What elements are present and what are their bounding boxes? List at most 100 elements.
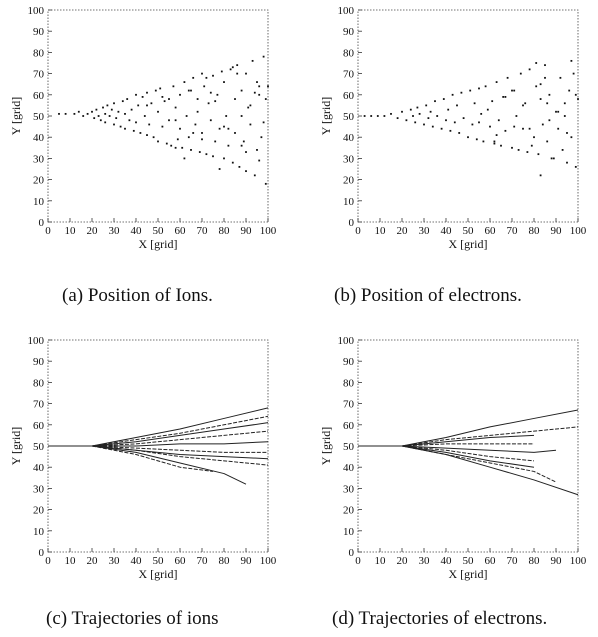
- data-point: [168, 119, 170, 122]
- y-tick-label: 70: [343, 69, 355, 81]
- data-point: [445, 119, 447, 122]
- data-point: [546, 102, 549, 105]
- data-point: [168, 98, 170, 100]
- data-point: [102, 106, 104, 109]
- data-point: [253, 91, 256, 94]
- data-point: [231, 161, 234, 164]
- trajectory-line: [358, 409, 579, 447]
- y-tick-label: 20: [33, 505, 45, 517]
- data-point: [187, 136, 190, 139]
- trajectory-line: [48, 445, 268, 453]
- y-tick-label: 60: [343, 90, 355, 102]
- y-axis-label: Y [grid]: [9, 427, 23, 466]
- y-tick-label: 40: [33, 462, 45, 474]
- data-point: [453, 121, 456, 124]
- data-point: [231, 66, 234, 69]
- data-point: [495, 134, 498, 136]
- x-tick-label: 50: [153, 555, 165, 567]
- data-point: [216, 93, 219, 96]
- data-point: [511, 89, 513, 92]
- x-tick-label: 0: [45, 225, 51, 237]
- data-point: [201, 72, 203, 75]
- data-point: [146, 134, 148, 136]
- x-tick-label: 0: [355, 555, 361, 567]
- x-tick-label: 90: [551, 555, 563, 567]
- data-point: [262, 121, 265, 124]
- x-tick-label: 0: [355, 225, 361, 237]
- x-tick-label: 10: [65, 225, 77, 237]
- data-point: [535, 62, 538, 64]
- data-point: [174, 106, 177, 109]
- data-point: [517, 149, 520, 151]
- x-tick-label: 10: [65, 555, 77, 567]
- data-point: [245, 151, 247, 153]
- data-point: [249, 104, 252, 107]
- data-point: [546, 140, 549, 143]
- data-point: [568, 89, 571, 92]
- y-tick-label: 90: [33, 26, 45, 38]
- x-tick-label: 50: [463, 555, 475, 567]
- x-tick-label: 30: [419, 225, 431, 237]
- x-tick-label: 10: [375, 555, 387, 567]
- data-point: [209, 91, 212, 94]
- x-tick-label: 50: [153, 225, 165, 237]
- data-point: [113, 102, 115, 105]
- data-point: [486, 108, 489, 111]
- x-tick-label: 80: [219, 225, 231, 237]
- data-point: [425, 104, 428, 107]
- y-tick-label: 10: [343, 526, 355, 538]
- data-point: [154, 89, 157, 92]
- data-point: [416, 106, 419, 109]
- data-point: [566, 161, 568, 164]
- data-point: [209, 119, 212, 122]
- plot-frame: [357, 9, 579, 223]
- data-point: [234, 98, 236, 100]
- data-point: [434, 100, 436, 103]
- x-tick-label: 30: [419, 555, 431, 567]
- y-tick-label: 90: [343, 26, 355, 38]
- x-tick-label: 40: [441, 225, 453, 237]
- data-point: [513, 125, 516, 128]
- data-point: [451, 93, 454, 96]
- data-point: [504, 129, 507, 132]
- data-point: [124, 127, 126, 130]
- x-tick-label: 60: [175, 225, 187, 237]
- data-point: [256, 81, 258, 83]
- y-tick-label: 100: [338, 5, 355, 17]
- data-point: [458, 132, 461, 134]
- data-point: [174, 146, 177, 149]
- data-point: [559, 76, 562, 79]
- data-point: [469, 89, 472, 92]
- data-point: [234, 132, 236, 134]
- data-point: [401, 110, 403, 113]
- y-tick-label: 70: [343, 399, 355, 411]
- data-point: [223, 157, 225, 160]
- plot-frame: [47, 9, 269, 223]
- data-point: [161, 125, 164, 128]
- x-tick-label: 90: [551, 225, 563, 237]
- data-point: [405, 119, 408, 122]
- data-point: [478, 121, 480, 124]
- data-point: [572, 72, 575, 75]
- x-tick-label: 20: [397, 555, 409, 567]
- x-tick-label: 70: [197, 555, 209, 567]
- data-point: [376, 115, 379, 117]
- data-point: [500, 144, 502, 147]
- data-point: [462, 117, 465, 120]
- data-point: [104, 112, 107, 115]
- data-point: [530, 144, 533, 147]
- ion-position-plot: 0 10 20 30 40 50 60 70 80 90 100 0 10 20 30 40 50 60 70 80 9…: [9, 5, 277, 251]
- data-point: [198, 151, 201, 153]
- data-point: [524, 102, 527, 105]
- data-point: [115, 117, 118, 120]
- y-tick-label: 80: [33, 47, 45, 59]
- data-point: [539, 83, 542, 86]
- data-point: [212, 155, 214, 158]
- data-point: [73, 112, 76, 115]
- y-tick-label: 40: [343, 132, 355, 144]
- data-point: [264, 182, 267, 185]
- data-point: [258, 93, 261, 96]
- data-point: [550, 157, 553, 160]
- y-tick-label: 20: [343, 505, 355, 517]
- data-point: [148, 123, 151, 126]
